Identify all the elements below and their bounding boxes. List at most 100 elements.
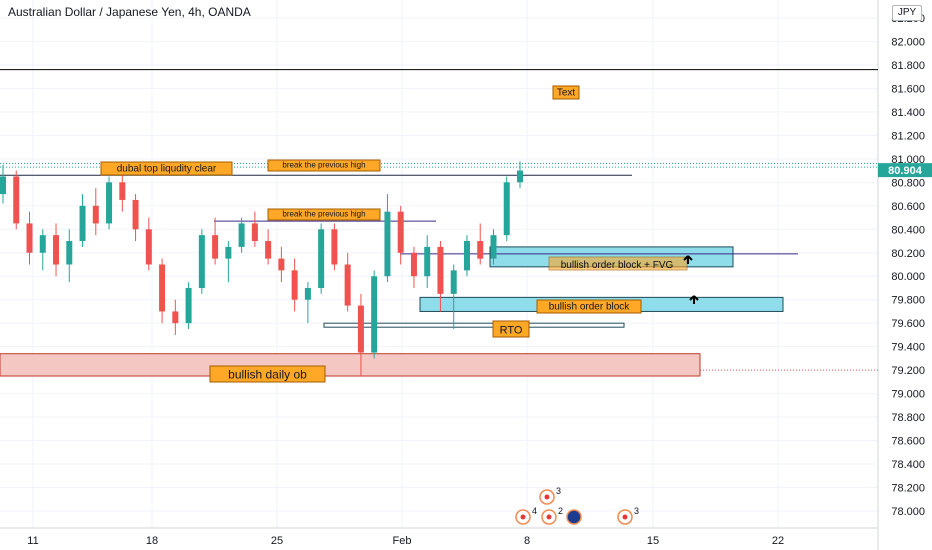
y-tick-label: 78.600 — [891, 436, 925, 448]
candle-body — [304, 287, 311, 300]
annotation-break-high-1-box[interactable] — [267, 159, 381, 172]
candle-body — [79, 205, 86, 242]
up-arrow-icon — [689, 295, 699, 304]
y-tick-label: 78.200 — [891, 483, 925, 495]
candle-body — [357, 305, 364, 353]
current-price-label-box — [878, 163, 932, 178]
annotation-break-high-1: break the previous high — [282, 161, 365, 170]
up-arrow-icon — [683, 255, 693, 264]
x-tick-label: 22 — [772, 535, 784, 547]
rto-zone[interactable] — [323, 322, 625, 328]
annotation-text: Text — [557, 88, 576, 99]
candle-body — [265, 241, 272, 259]
annotation-break-high-2-box[interactable] — [267, 208, 381, 221]
y-tick-label: 81.000 — [891, 154, 925, 166]
candle-body — [92, 205, 99, 224]
annotation-rto-box[interactable] — [492, 320, 530, 338]
y-tick-label: 80.000 — [891, 271, 925, 283]
y-tick-label: 80.400 — [891, 224, 925, 236]
candle-body — [384, 211, 391, 277]
candle-body — [477, 241, 484, 259]
event-badge-count: 3 — [634, 506, 639, 516]
candle-body — [0, 176, 6, 195]
y-tick-label: 79.400 — [891, 342, 925, 354]
event-badge-count: 4 — [532, 506, 537, 516]
x-tick-label: 11 — [27, 535, 38, 547]
y-tick-label: 81.400 — [891, 107, 925, 119]
y-tick-label: 79.000 — [891, 389, 925, 401]
flag-badge-icon[interactable] — [566, 509, 582, 525]
candle-body — [344, 264, 351, 306]
x-tick-label: 15 — [647, 535, 659, 547]
annotation-double-top: dubal top liqudity clear — [117, 164, 217, 175]
annotation-ob-fvg-text: bullish order block + FVG — [561, 260, 674, 271]
candle-body — [39, 235, 46, 253]
candle-body — [106, 182, 113, 224]
candle-body — [291, 270, 298, 300]
annotation-daily-ob-box[interactable] — [209, 365, 326, 383]
candle-body — [119, 182, 126, 200]
x-tick-label: 8 — [524, 535, 530, 547]
y-tick-label: 78.400 — [891, 459, 925, 471]
candle-body — [331, 229, 338, 265]
candle-body — [424, 246, 431, 277]
annotation-ob: bullish order block — [549, 302, 631, 313]
candle-body — [410, 252, 417, 277]
y-tick-label: 78.000 — [891, 506, 925, 518]
candle-body — [318, 229, 325, 288]
annotation-ob-box[interactable] — [536, 299, 642, 314]
x-tick-label: 18 — [146, 535, 158, 547]
y-tick-label: 80.800 — [891, 177, 925, 189]
annotation-break-high-2: break the previous high — [282, 210, 365, 219]
candle-body — [66, 241, 73, 265]
event-badge-count: 3 — [556, 486, 561, 496]
y-tick-label: 78.800 — [891, 412, 925, 424]
x-tick-label: Feb — [393, 535, 412, 547]
candle-body — [132, 199, 139, 230]
x-tick-label: 25 — [271, 535, 283, 547]
candle-body — [53, 235, 60, 265]
candle-body — [172, 311, 179, 324]
y-tick-label: 79.200 — [891, 365, 925, 377]
annotation-rto: RTO — [500, 325, 523, 337]
candle-body — [26, 223, 33, 253]
candle-body — [159, 264, 166, 312]
event-dot-icon — [622, 514, 628, 520]
candle-body — [225, 246, 232, 259]
y-tick-label: 79.600 — [891, 318, 925, 330]
candle-body — [251, 223, 258, 242]
candle-body — [397, 211, 404, 253]
current-price-label: 80.904 — [888, 165, 923, 177]
candle-body — [371, 276, 378, 353]
event-dot-icon — [544, 494, 550, 500]
y-tick-label: 80.600 — [891, 201, 925, 213]
annotation-text-box[interactable] — [552, 85, 580, 100]
candle-body — [212, 235, 219, 259]
candle-body — [490, 235, 497, 259]
candle-body — [278, 258, 285, 271]
y-tick-label: 82.000 — [891, 36, 925, 48]
y-tick-label: 81.600 — [891, 83, 925, 95]
currency-badge[interactable]: JPY — [892, 5, 922, 21]
candle-body — [517, 170, 523, 183]
candle-body — [145, 229, 152, 265]
event-dot-icon — [546, 514, 552, 520]
y-tick-label: 80.200 — [891, 248, 925, 260]
candle-body — [437, 246, 444, 294]
annotation-daily-ob: bullish daily ob — [228, 368, 307, 382]
y-tick-label: 81.800 — [891, 60, 925, 72]
chart-title: Australian Dollar / Japanese Yen, 4h, OA… — [8, 5, 251, 19]
y-tick-label: 79.800 — [891, 295, 925, 307]
candle-body — [450, 270, 457, 294]
candle-body — [185, 287, 192, 324]
event-badge-count: 2 — [558, 506, 563, 516]
candle-body — [503, 182, 510, 236]
candle-body — [238, 223, 245, 247]
candle-body — [198, 235, 205, 288]
candle-body — [463, 241, 470, 271]
event-dot-icon — [520, 514, 526, 520]
bullish-daily-ob-zone[interactable] — [0, 353, 701, 377]
annotation-double-top-box[interactable] — [100, 161, 233, 176]
